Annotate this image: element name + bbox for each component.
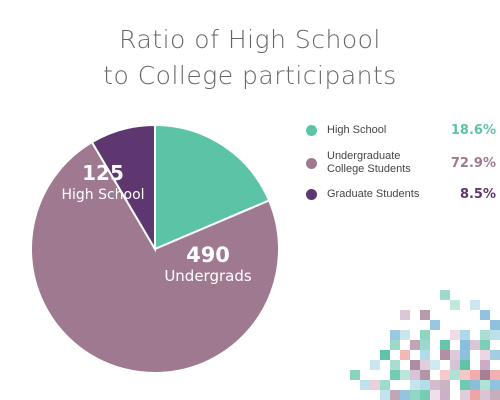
mosaic-tile — [390, 330, 400, 340]
mosaic-tile — [470, 390, 480, 400]
legend-percent-graduate: 8.5% — [459, 187, 496, 202]
mosaic-tile — [480, 350, 490, 360]
mosaic-tile — [480, 340, 490, 350]
mosaic-tile — [460, 370, 470, 380]
mosaic-tile — [490, 390, 500, 400]
mosaic-tile — [430, 360, 440, 370]
legend-item-high-school: High School 18.6% — [306, 123, 496, 138]
mosaic-tile — [460, 340, 470, 350]
mosaic-tile — [440, 390, 450, 400]
mosaic-tile — [420, 360, 430, 370]
mosaic-tile — [410, 390, 420, 400]
mosaic-tile — [420, 350, 430, 360]
chart-title-line-2: to College participants — [103, 61, 397, 90]
mosaic-tile — [480, 330, 490, 340]
slice-label-hs-value: 125 — [82, 161, 124, 185]
mosaic-tile — [420, 310, 430, 320]
mosaic-tile — [470, 300, 480, 310]
mosaic-tile — [490, 380, 500, 390]
mosaic-tile — [490, 370, 500, 380]
legend-swatch-graduate — [306, 189, 317, 200]
mosaic-tile — [470, 370, 480, 380]
mosaic-tile — [420, 340, 430, 350]
mosaic-tile — [450, 370, 460, 380]
mosaic-tile — [430, 390, 440, 400]
mosaic-tile — [360, 380, 370, 390]
mosaic-tile — [350, 370, 360, 380]
mosaic-tile — [460, 390, 470, 400]
mosaic-tile — [480, 370, 490, 380]
mosaic-tile — [380, 380, 390, 390]
mosaic-tile — [400, 390, 410, 400]
mosaic-tile — [450, 300, 460, 310]
mosaic-tile — [480, 380, 490, 390]
slice-label-hs-text: High School — [61, 187, 144, 203]
pie-slice-high-school — [154, 123, 271, 251]
mosaic-tile — [450, 330, 460, 340]
mosaic-tile — [390, 390, 400, 400]
mosaic-tile — [400, 310, 410, 320]
legend-label-line: Graduate Students — [327, 188, 420, 200]
mosaic-tile — [460, 330, 470, 340]
legend-item-graduate: Graduate Students 8.5% — [306, 187, 496, 202]
legend-swatch-high-school — [306, 125, 317, 136]
chart-title: Ratio of High School to College particip… — [0, 22, 500, 94]
mosaic-tile — [400, 370, 410, 380]
mosaic-tile — [480, 360, 490, 370]
mosaic-tile — [430, 320, 440, 330]
mosaic-tile — [380, 390, 390, 400]
mosaic-tile — [440, 370, 450, 380]
mosaic-tile — [490, 330, 500, 340]
legend-label-line: College Students — [327, 163, 411, 175]
mosaic-tile — [420, 330, 430, 340]
legend-label-high-school: High School — [327, 124, 437, 137]
mosaic-tile — [410, 380, 420, 390]
mosaic-tile — [400, 330, 410, 340]
legend-label-graduate: Graduate Students — [327, 188, 437, 201]
mosaic-tile — [460, 350, 470, 360]
mosaic-tile — [390, 370, 400, 380]
mosaic-tile — [450, 350, 460, 360]
legend-percent-undergrad: 72.9% — [450, 155, 496, 171]
pie-slice-undergrad — [30, 140, 280, 374]
mosaic-tile — [470, 380, 480, 390]
mosaic-tile — [460, 360, 470, 370]
mosaic-tile — [370, 380, 380, 390]
mosaic-tile — [490, 350, 500, 360]
mosaic-tile — [470, 340, 480, 350]
mosaic-tile — [440, 340, 450, 350]
mosaic-tile — [390, 360, 400, 370]
mosaic-tile — [420, 380, 430, 390]
chart-title-line-1: Ratio of High School — [119, 25, 381, 54]
mosaic-tile — [440, 290, 450, 300]
mosaic-tile — [480, 310, 490, 320]
legend-label-line: High School — [327, 124, 387, 136]
mosaic-tile — [410, 340, 420, 350]
pie-slices — [30, 123, 280, 374]
mosaic-tile — [460, 380, 470, 390]
mosaic-tile — [440, 380, 450, 390]
legend-item-undergrad: Undergraduate College Students 72.9% — [306, 150, 496, 176]
mosaic-tile — [410, 370, 420, 380]
mosaic-tile — [450, 360, 460, 370]
pie-slice-graduate — [90, 123, 156, 253]
mosaic-tile — [440, 350, 450, 360]
legend-swatch-undergrad — [306, 157, 317, 169]
mosaic-tile — [410, 360, 420, 370]
mosaic-tile — [420, 390, 430, 400]
mosaic-tile — [480, 390, 490, 400]
legend-label-line: Undergraduate — [327, 150, 401, 162]
mosaic-tile — [400, 350, 410, 360]
slice-label-ug-value: 490 — [186, 243, 230, 267]
mosaic-tile — [380, 350, 390, 360]
slice-label-ug-text: Undergrads — [164, 267, 252, 285]
legend-percent-high-school: 18.6% — [450, 123, 496, 138]
mosaic-tile — [370, 360, 380, 370]
mosaic-tile — [420, 370, 430, 380]
mosaic-tile — [390, 340, 400, 350]
legend-label-undergrad: Undergraduate College Students — [327, 150, 437, 176]
mosaic-tile — [490, 320, 500, 330]
mosaic-tile — [430, 380, 440, 390]
